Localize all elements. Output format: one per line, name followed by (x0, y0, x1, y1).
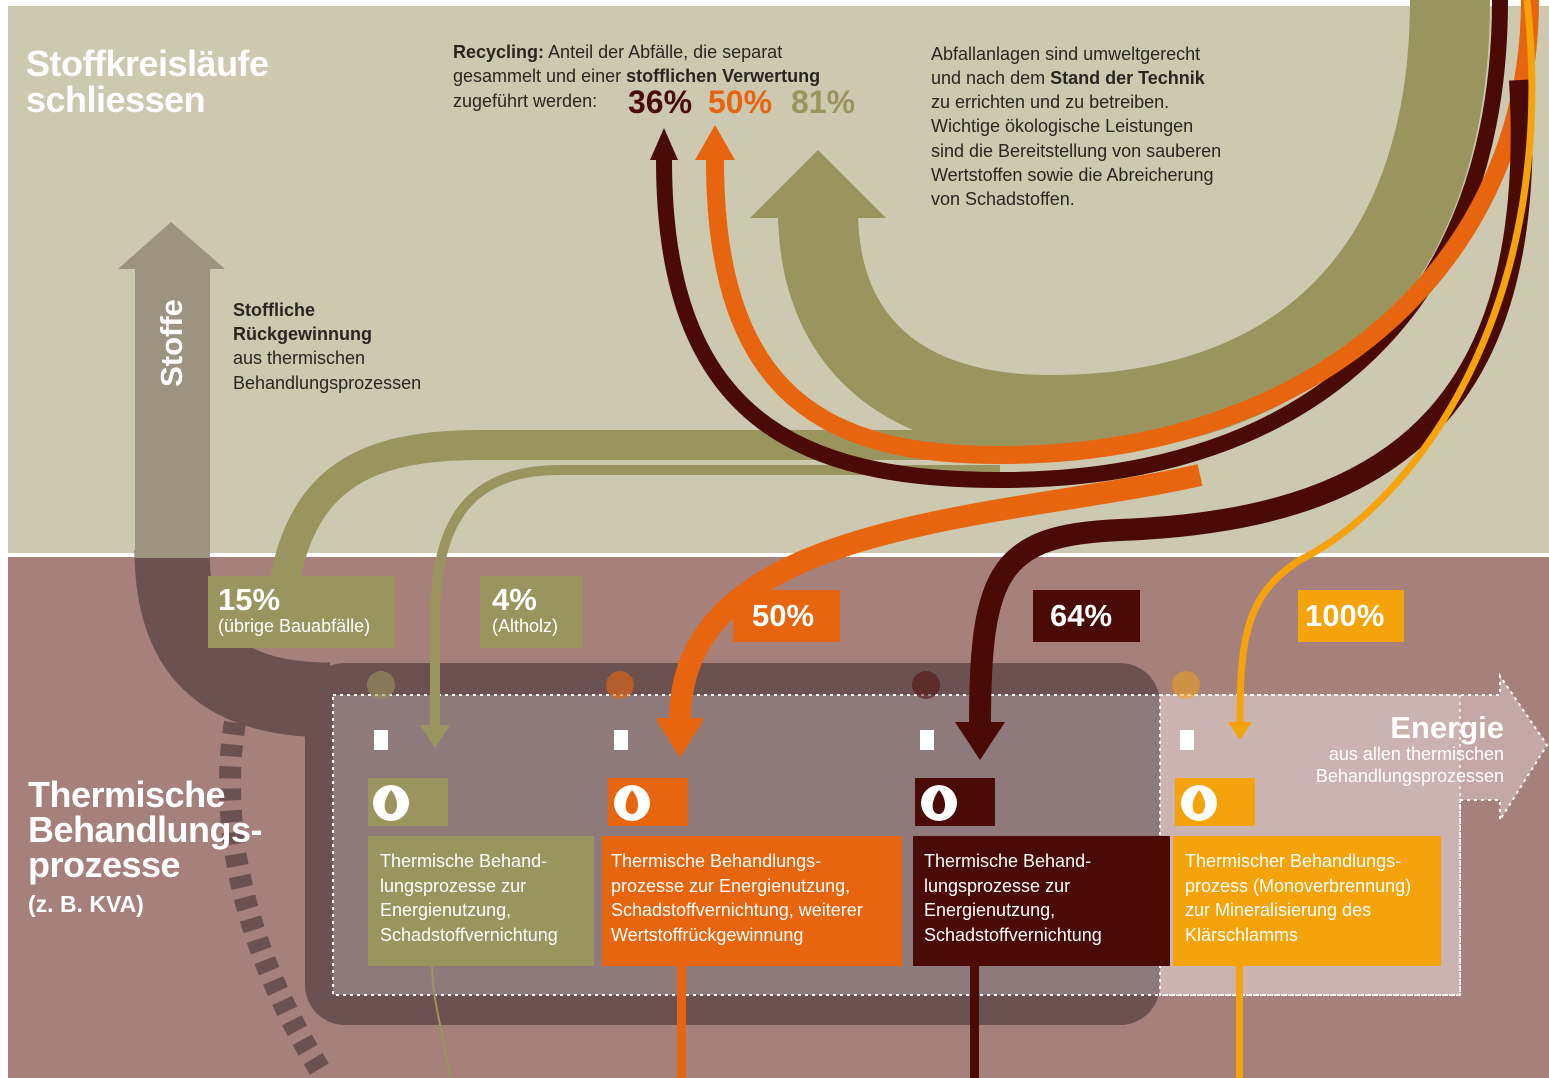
process-text: Schadstoffvernichtung (924, 923, 1102, 948)
section-title: Thermische (28, 777, 225, 813)
process-text: Thermische Behandlungs- (611, 849, 821, 874)
recycling-label: Recycling: (453, 42, 544, 62)
rate: 50% (708, 90, 772, 115)
process-text: Klärschlamms (1185, 923, 1298, 948)
process-text: Energienutzung, (924, 898, 1055, 923)
standards-line: Wertstoffen sowie die Abreicherung (931, 163, 1214, 188)
stoffe-text: Behandlungsprozessen (233, 371, 421, 396)
bold-text: stofflichen Verwertung (626, 66, 820, 86)
badge-value: 4% (492, 584, 537, 616)
page: {"header":{"title_lines":["Stoffkreisläu… (0, 0, 1549, 1078)
badge-value: 100% (1305, 600, 1384, 632)
process-text: Thermische Behand- (380, 849, 547, 874)
section-title: prozesse (28, 847, 180, 883)
process-text: prozess (Monoverbrennung) (1185, 874, 1411, 899)
recycling-line: zugeführt werden: (453, 89, 597, 114)
standards-line: zu errichten und zu betreiben. (931, 90, 1169, 115)
text: und nach dem (931, 68, 1045, 88)
process-text: zur Mineralisierung des (1185, 898, 1371, 923)
rate: 36% (628, 90, 692, 115)
process-text: Thermische Behand- (924, 849, 1091, 874)
badge-value: 64% (1050, 600, 1112, 632)
out-line (970, 966, 979, 1078)
title-line: schliessen (26, 82, 205, 118)
energie-text: aus allen thermischen (1329, 743, 1504, 765)
process-text: lungsprozesse zur (380, 874, 526, 899)
standards-line: Abfallanlagen sind umweltgerecht (931, 42, 1200, 67)
process-text: prozesse zur Energienutzung, (611, 874, 850, 899)
text: gesammelt und einer (453, 66, 621, 86)
section-title: Behandlungs- (28, 812, 262, 848)
stoffe-text: Stoffliche (233, 298, 315, 323)
stoffe-text: Rückgewinnung (233, 322, 372, 347)
energie-title: Energie (1390, 712, 1504, 744)
badge-note: (übrige Bauabfälle) (218, 616, 370, 636)
process-text: Thermischer Behandlungs- (1185, 849, 1401, 874)
standards-line: sind die Bereitstellung von sauberen (931, 139, 1221, 164)
out-line (1236, 966, 1243, 1078)
standards-line: Wichtige ökologische Leistungen (931, 114, 1193, 139)
process-text: lungsprozesse zur (924, 874, 1070, 899)
badge-note: (Altholz) (492, 616, 558, 636)
recycling-line: Recycling: Anteil der Abfälle, die separ… (453, 40, 782, 65)
badge-value: 50% (752, 600, 814, 632)
standards-line: von Schadstoffen. (931, 187, 1075, 212)
rate: 81% (791, 90, 855, 115)
process-text: Schadstoffvernichtung (380, 923, 558, 948)
badge-value: 15% (218, 584, 280, 616)
process-text: Energienutzung, (380, 898, 511, 923)
text: Anteil der Abfälle, die separat (548, 42, 782, 62)
bold-text: Stand der Technik (1050, 68, 1205, 88)
title-line: Stoffkreisläufe (26, 46, 269, 82)
energie-text: Behandlungsprozessen (1316, 765, 1504, 787)
standards-line: und nach dem Stand der Technik (931, 66, 1205, 91)
stoffe-text: aus thermischen (233, 346, 365, 371)
out-line (677, 966, 686, 1078)
process-text: Wertstoffrückgewinnung (611, 923, 803, 948)
section-subtitle: (z. B. KVA) (28, 892, 144, 917)
process-text: Schadstoffvernichtung, weiterer (611, 898, 863, 923)
stoffe-label: Stoffe (160, 299, 185, 387)
